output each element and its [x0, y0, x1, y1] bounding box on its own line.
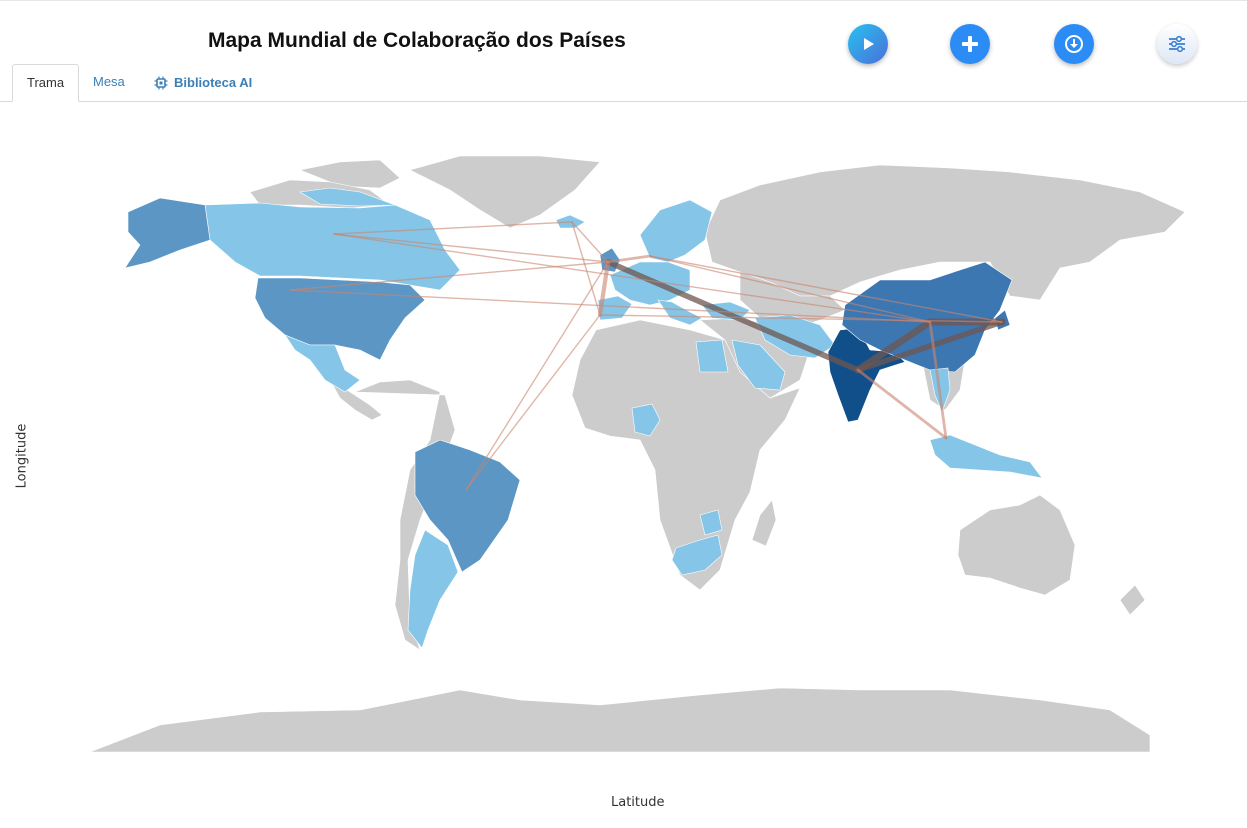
- link-china-malaysia: [928, 320, 948, 440]
- country-brazil[interactable]: [414, 439, 521, 573]
- land-antarctica: [89, 687, 1151, 753]
- chip-icon: [154, 76, 168, 89]
- link-india-japan: [855, 319, 1005, 373]
- top-divider: [0, 0, 1247, 1]
- link-germany-japan: [649, 255, 1003, 323]
- play-button[interactable]: [848, 24, 888, 64]
- tab-biblioteca-ai[interactable]: Biblioteca AI: [140, 64, 266, 101]
- country-indonesia-malaysia[interactable]: [929, 434, 1043, 479]
- link-canada-iceland: [333, 221, 573, 235]
- country-usa[interactable]: [254, 277, 426, 361]
- world-map-area: [0, 102, 1247, 828]
- y-axis-label: Longitude: [14, 423, 30, 489]
- link-brazil-united-kingdom: [465, 261, 609, 491]
- link-canada-china: [333, 233, 931, 323]
- tab-bar: Trama Mesa Biblioteca AI: [0, 63, 1247, 102]
- toolbar: [0, 24, 1247, 64]
- collaboration-links: [289, 221, 1006, 491]
- link-germany-china: [649, 255, 931, 323]
- page-title: Mapa Mundial de Colaboração dos Países: [208, 29, 626, 52]
- country-iran-pakistan[interactable]: [754, 314, 836, 359]
- sliders-icon: [1169, 35, 1185, 53]
- world-map[interactable]: [0, 102, 1247, 828]
- download-button[interactable]: [1054, 24, 1094, 64]
- link-brazil-spain: [465, 314, 601, 491]
- land-australia: [957, 494, 1076, 596]
- tab-biblioteca-ai-label: Biblioteca AI: [174, 74, 253, 90]
- tabs-divider: [0, 101, 1247, 102]
- link-canada-united-kingdom: [333, 233, 609, 263]
- plus-icon: [962, 36, 978, 52]
- country-egypt[interactable]: [695, 339, 729, 373]
- add-button[interactable]: [950, 24, 990, 64]
- country-mexico[interactable]: [284, 334, 361, 393]
- link-iceland-united-kingdom: [571, 221, 609, 263]
- link-united-states-united-kingdom: [289, 261, 609, 291]
- tab-mesa[interactable]: Mesa: [93, 74, 125, 89]
- link-india-malaysia: [856, 368, 948, 440]
- country-south-africa[interactable]: [671, 534, 723, 576]
- country-argentina[interactable]: [407, 529, 459, 649]
- link-iceland-spain: [571, 221, 601, 316]
- link-india-china: [854, 318, 934, 374]
- link-spain-japan: [599, 314, 1003, 323]
- country-alaska[interactable]: [124, 197, 211, 269]
- play-icon: [864, 38, 874, 50]
- settings-button[interactable]: [1157, 24, 1197, 64]
- link-united-kingdom-germany: [606, 254, 652, 264]
- x-axis-label: Latitude: [611, 795, 665, 810]
- tab-trama[interactable]: Trama: [12, 64, 80, 102]
- country-tanzania[interactable]: [699, 509, 723, 536]
- country-saudi-arabia[interactable]: [731, 339, 786, 391]
- land-madagascar: [751, 499, 777, 547]
- download-icon: [1065, 35, 1083, 53]
- country-nigeria[interactable]: [631, 403, 661, 437]
- link-united-states-china: [289, 289, 931, 323]
- country-italy-greece[interactable]: [657, 299, 703, 326]
- country-shapes: [124, 187, 1043, 649]
- land-new-zealand: [1119, 584, 1146, 616]
- country-china[interactable]: [841, 261, 1013, 373]
- country-canada[interactable]: [204, 202, 461, 291]
- country-greenland[interactable]: [299, 187, 396, 207]
- land-greenland-north: [409, 155, 601, 229]
- country-scandinavia[interactable]: [639, 199, 713, 263]
